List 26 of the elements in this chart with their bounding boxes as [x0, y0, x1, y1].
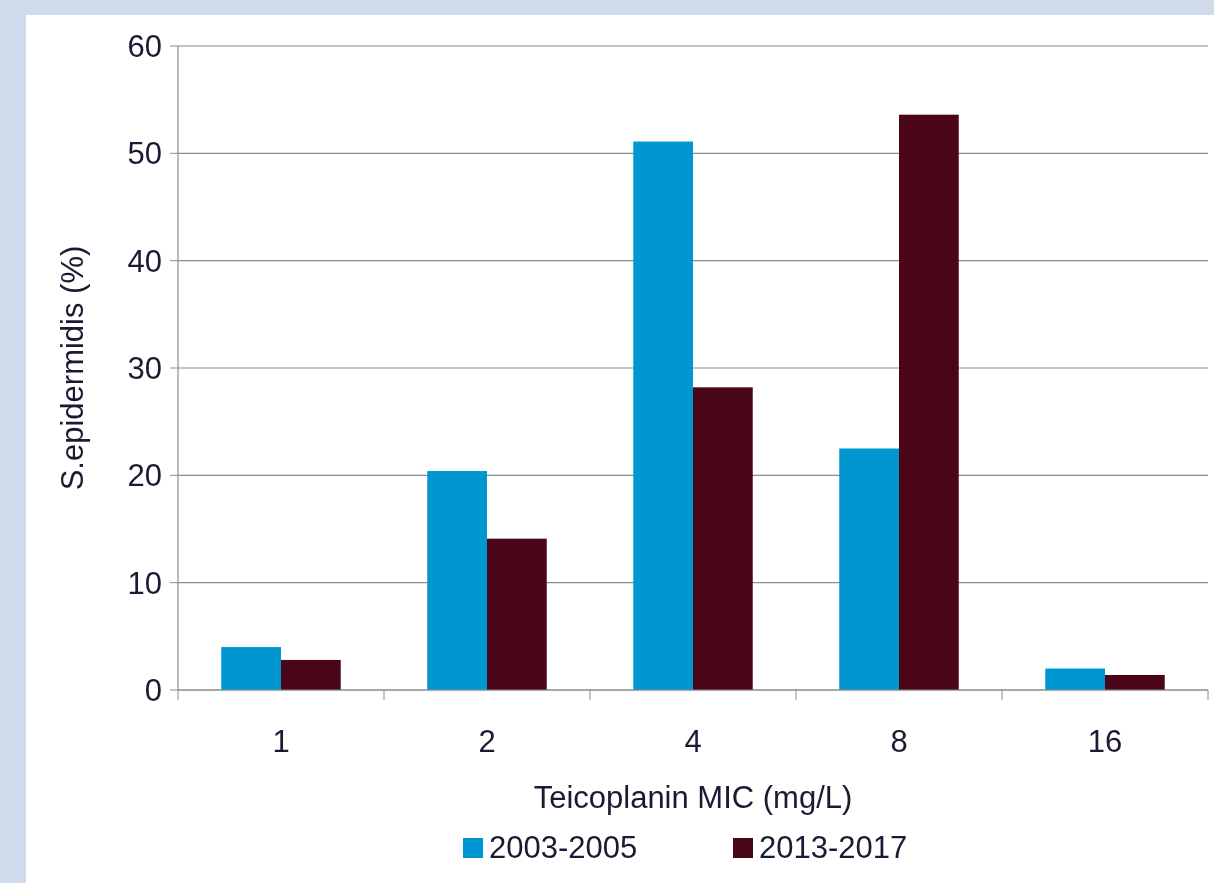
y-tick-label: 60 — [127, 28, 162, 64]
bar — [633, 141, 693, 690]
y-tick-label: 20 — [127, 458, 162, 494]
legend-label: 2003-2005 — [489, 830, 638, 865]
bar — [1045, 668, 1105, 690]
y-tick-label: 0 — [144, 672, 162, 708]
bar — [487, 538, 547, 690]
bar — [839, 448, 899, 690]
bar — [427, 471, 487, 690]
y-tick-label: 50 — [127, 136, 162, 172]
bar — [221, 647, 281, 690]
x-tick-label: 4 — [684, 724, 702, 759]
y-tick-label: 10 — [127, 565, 162, 601]
x-tick-label: 2 — [478, 724, 496, 759]
x-tick-label: 16 — [1087, 724, 1123, 759]
bar — [693, 387, 753, 690]
bar — [1105, 674, 1165, 690]
y-tick-label: 40 — [127, 243, 162, 279]
y-axis-title: S.epidermidis (%) — [55, 245, 90, 491]
x-tick-label: 8 — [890, 724, 908, 759]
x-axis-title: Teicoplanin MIC (mg/L) — [533, 780, 853, 815]
bar — [281, 659, 341, 690]
y-tick-label: 30 — [127, 350, 162, 386]
bar — [899, 114, 959, 690]
legend-label: 2013-2017 — [759, 830, 908, 865]
x-tick-label: 1 — [272, 724, 290, 759]
